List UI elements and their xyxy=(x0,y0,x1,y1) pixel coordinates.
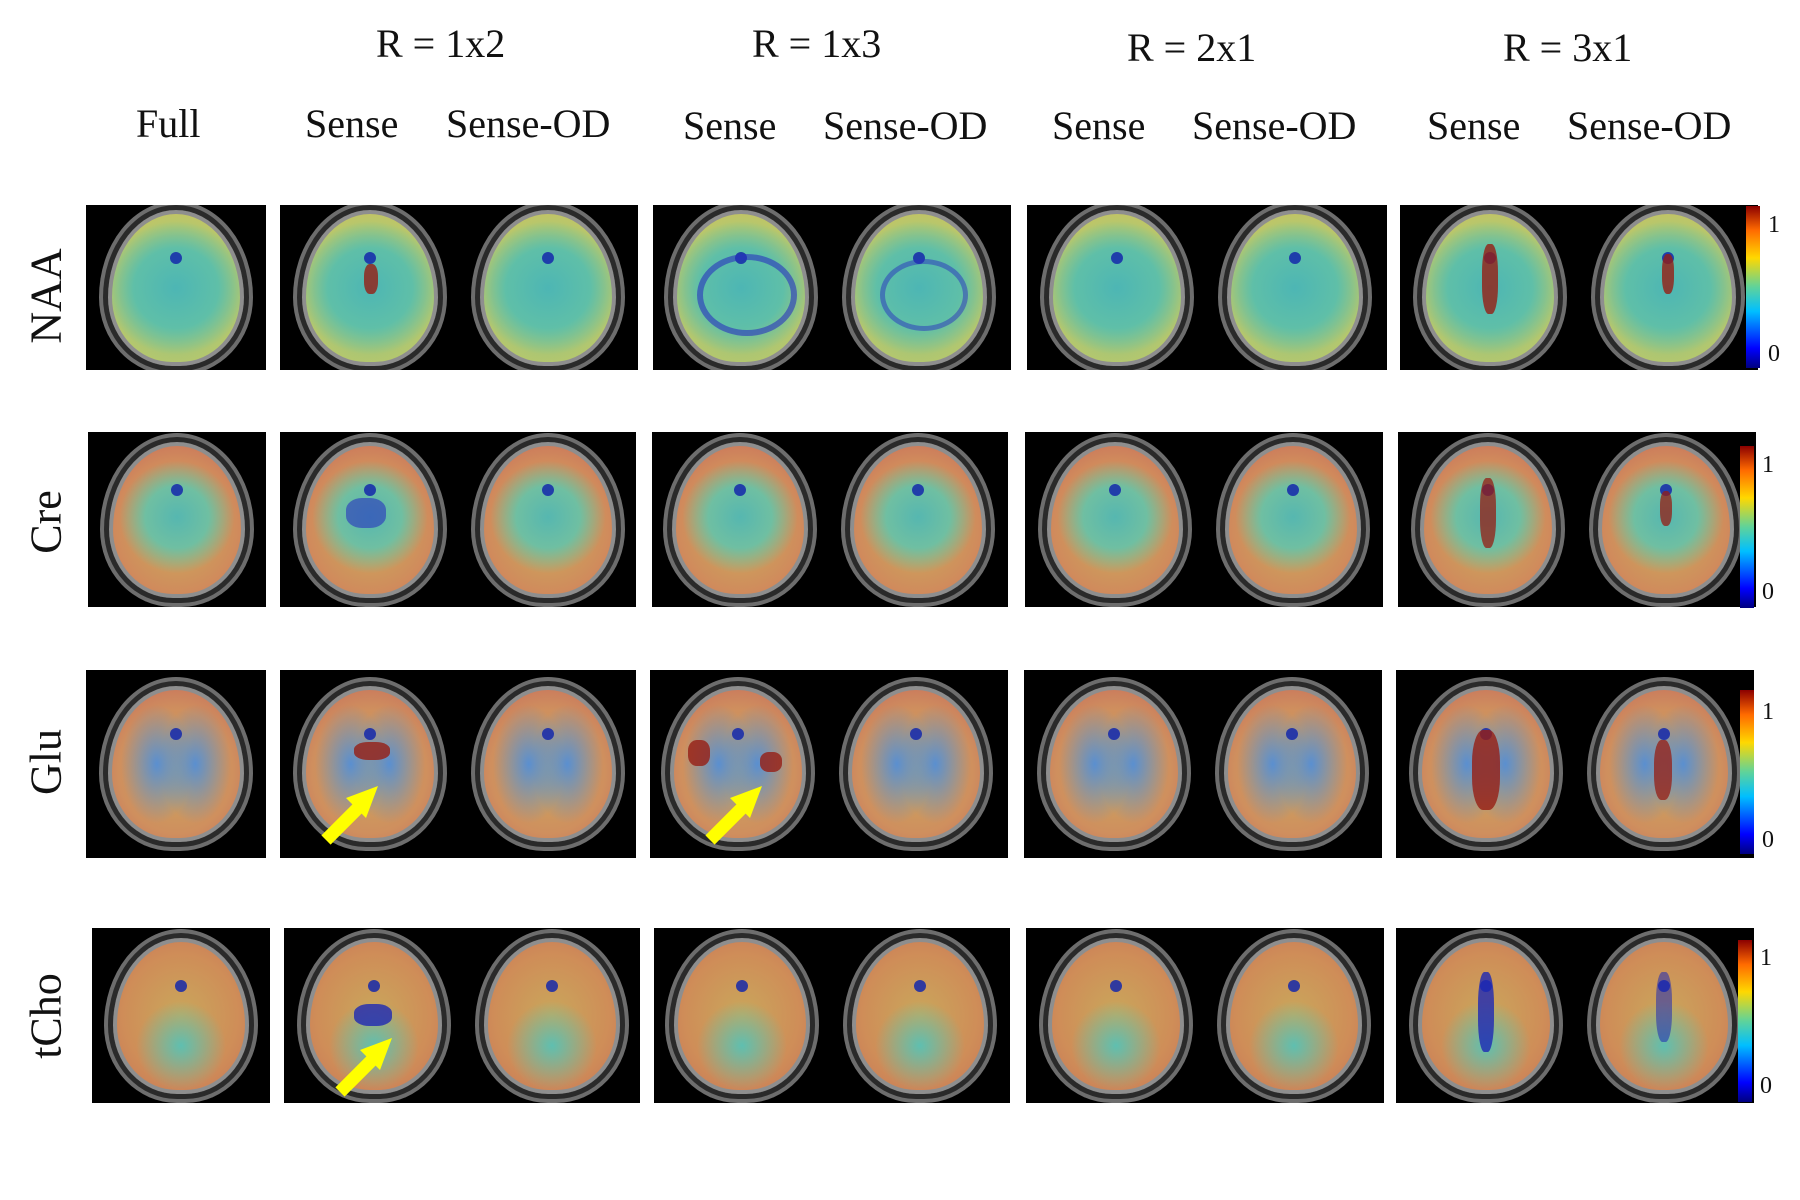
panel-naa-r-1x3 xyxy=(653,205,1011,370)
panel-naa-r-1x2 xyxy=(280,205,638,370)
brain-map-sense xyxy=(1047,442,1183,598)
brain-map xyxy=(108,210,244,366)
brain-map-sense-od xyxy=(851,210,987,366)
brain-map-sense-od xyxy=(1598,442,1734,598)
panel-tcho-r-1x2 xyxy=(284,928,640,1103)
brain-map-sense-od xyxy=(1224,686,1360,842)
colorbar-min-label: 0 xyxy=(1762,579,1774,605)
brain-map-sense xyxy=(1420,442,1556,598)
panel-cre-full xyxy=(88,432,266,607)
column-header-sense-2x1: Sense xyxy=(1052,103,1146,148)
panel-cre-r-1x3 xyxy=(652,432,1008,607)
panel-tcho-full xyxy=(92,928,270,1103)
colorbar-min-label: 0 xyxy=(1762,827,1774,853)
column-header-sense-1x3: Sense xyxy=(683,103,777,148)
column-header-sense-od-3x1: Sense-OD xyxy=(1567,103,1732,148)
brain-map-sense xyxy=(302,442,438,598)
column-header-sense-od-2x1: Sense-OD xyxy=(1192,103,1357,148)
arrow-tcho-r-1x2 xyxy=(335,1038,392,1097)
panel-glu-r-1x2 xyxy=(280,670,636,858)
brain-map-sense-od xyxy=(1600,210,1736,366)
column-header-full: Full xyxy=(136,101,201,146)
column-header-sense-1x2: Sense xyxy=(305,101,399,146)
brain-map-sense-od xyxy=(850,442,986,598)
brain-map xyxy=(109,442,245,598)
group-header-r-1x3: R = 1x3 xyxy=(752,21,882,66)
arrow-glu-r-1x2 xyxy=(321,786,378,845)
brain-map xyxy=(108,686,244,842)
brain-map-sense-od xyxy=(480,210,616,366)
colorbar-max-label: 1 xyxy=(1762,699,1774,725)
colorbar-tcho xyxy=(1738,940,1752,1102)
brain-map-sense xyxy=(302,686,438,842)
arrow-icon xyxy=(321,786,378,845)
panel-glu-r-3x1 xyxy=(1396,670,1754,858)
panel-glu-r-2x1 xyxy=(1024,670,1382,858)
panel-naa-r-3x1 xyxy=(1400,205,1758,370)
brain-map-sense-od xyxy=(484,938,620,1094)
panel-glu-full xyxy=(86,670,266,858)
group-header-r-3x1: R = 3x1 xyxy=(1503,25,1633,70)
brain-map-sense xyxy=(1418,938,1554,1094)
brain-map-sense xyxy=(1049,210,1185,366)
brain-map-sense-od xyxy=(1227,210,1363,366)
brain-map-sense xyxy=(672,442,808,598)
brain-map-sense-od xyxy=(1596,938,1732,1094)
panel-tcho-r-2x1 xyxy=(1026,928,1384,1103)
panel-cre-r-2x1 xyxy=(1025,432,1383,607)
colorbar-naa xyxy=(1746,206,1760,368)
colorbar-cre xyxy=(1740,446,1754,608)
group-header-r-1x2: R = 1x2 xyxy=(376,21,506,66)
panel-naa-r-2x1 xyxy=(1027,205,1387,370)
colorbar-max-label: 1 xyxy=(1762,452,1774,478)
brain-map-sense xyxy=(674,938,810,1094)
arrow-icon xyxy=(335,1038,392,1097)
panel-tcho-r-1x3 xyxy=(654,928,1010,1103)
brain-map-sense-od xyxy=(848,686,984,842)
arrow-glu-r-1x3 xyxy=(705,786,762,845)
column-header-sense-od-1x3: Sense-OD xyxy=(823,103,988,148)
brain-map-sense xyxy=(1048,938,1184,1094)
brain-map-sense-od xyxy=(1226,938,1362,1094)
colorbar-min-label: 0 xyxy=(1760,1073,1772,1099)
column-header-sense-3x1: Sense xyxy=(1427,103,1521,148)
brain-map-sense-od xyxy=(852,938,988,1094)
brain-map-sense xyxy=(1422,210,1558,366)
brain-map-sense xyxy=(1046,686,1182,842)
panel-cre-r-1x2 xyxy=(280,432,636,607)
brain-map-sense xyxy=(673,210,809,366)
brain-map xyxy=(113,938,249,1094)
group-header-r-2x1: R = 2x1 xyxy=(1127,25,1257,70)
colorbar-min-label: 0 xyxy=(1768,341,1780,367)
arrow-icon xyxy=(705,786,762,845)
brain-map-sense-od xyxy=(480,686,616,842)
brain-map-sense-od xyxy=(480,442,616,598)
panel-tcho-r-3x1 xyxy=(1396,928,1754,1103)
column-header-sense-od-1x2: Sense-OD xyxy=(446,101,611,146)
brain-map-sense-od xyxy=(1596,686,1732,842)
colorbar-glu xyxy=(1740,690,1754,854)
brain-map-sense-od xyxy=(1225,442,1361,598)
colorbar-max-label: 1 xyxy=(1760,945,1772,971)
brain-map-sense xyxy=(302,210,438,366)
panel-naa-full xyxy=(86,205,266,370)
brain-map-sense xyxy=(1418,686,1554,842)
panel-cre-r-3x1 xyxy=(1398,432,1756,607)
colorbar-max-label: 1 xyxy=(1768,212,1780,238)
